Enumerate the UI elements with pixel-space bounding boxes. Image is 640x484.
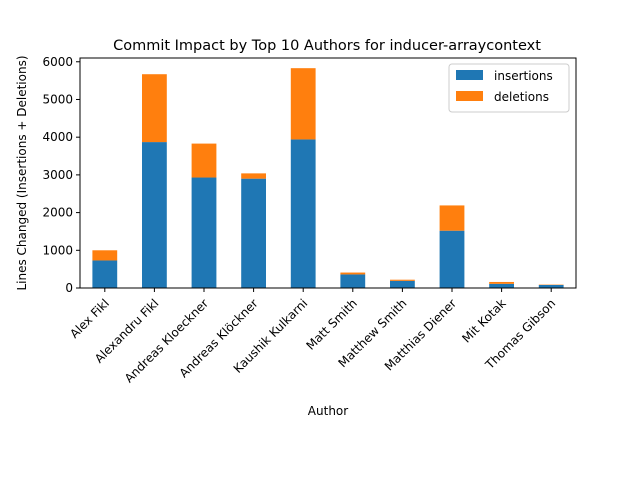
y-axis-label: Lines Changed (Insertions + Deletions) [15, 55, 29, 290]
y-tick-label-6: 6000 [42, 55, 73, 69]
bar-insertions-7 [440, 231, 465, 288]
bar-insertions-6 [390, 281, 415, 288]
bar-insertions-4 [291, 139, 316, 288]
bar-deletions-2 [192, 144, 217, 178]
legend-label-deletions: deletions [494, 90, 549, 104]
y-tick-label-3: 3000 [42, 168, 73, 182]
bar-insertions-8 [489, 284, 514, 288]
x-tick-label-8: Mit Kotak [459, 296, 508, 345]
chart-title: Commit Impact by Top 10 Authors for indu… [113, 38, 541, 54]
y-tick-label-0: 0 [65, 281, 73, 295]
legend-label-insertions: insertions [494, 69, 553, 83]
bar-deletions-8 [489, 282, 514, 284]
legend-swatch-deletions [456, 91, 483, 101]
bar-deletions-3 [241, 173, 266, 178]
x-tick-label-2: Andreas Kloeckner [122, 296, 211, 385]
y-tick-label-1: 1000 [42, 243, 73, 257]
legend-swatch-insertions [456, 70, 483, 80]
x-tick-label-0: Alex Fikl [67, 296, 112, 341]
bar-deletions-6 [390, 280, 415, 281]
y-tick-label-4: 4000 [42, 130, 73, 144]
legend: insertions deletions [449, 64, 569, 112]
bar-insertions-0 [92, 260, 117, 288]
bar-deletions-5 [340, 273, 365, 275]
bar-insertions-2 [192, 178, 217, 288]
y-tick-label-2: 2000 [42, 206, 73, 220]
bar-insertions-3 [241, 179, 266, 288]
y-tick-label-5: 5000 [42, 92, 73, 106]
bar-deletions-0 [92, 250, 117, 260]
bar-deletions-7 [440, 205, 465, 230]
bar-deletions-4 [291, 68, 316, 139]
bar-insertions-1 [142, 142, 167, 288]
bar-insertions-5 [340, 274, 365, 288]
x-axis-label: Author [308, 404, 348, 418]
bar-deletions-1 [142, 74, 167, 142]
y-axis: 0 1000 2000 3000 4000 5000 6000 [42, 55, 80, 295]
